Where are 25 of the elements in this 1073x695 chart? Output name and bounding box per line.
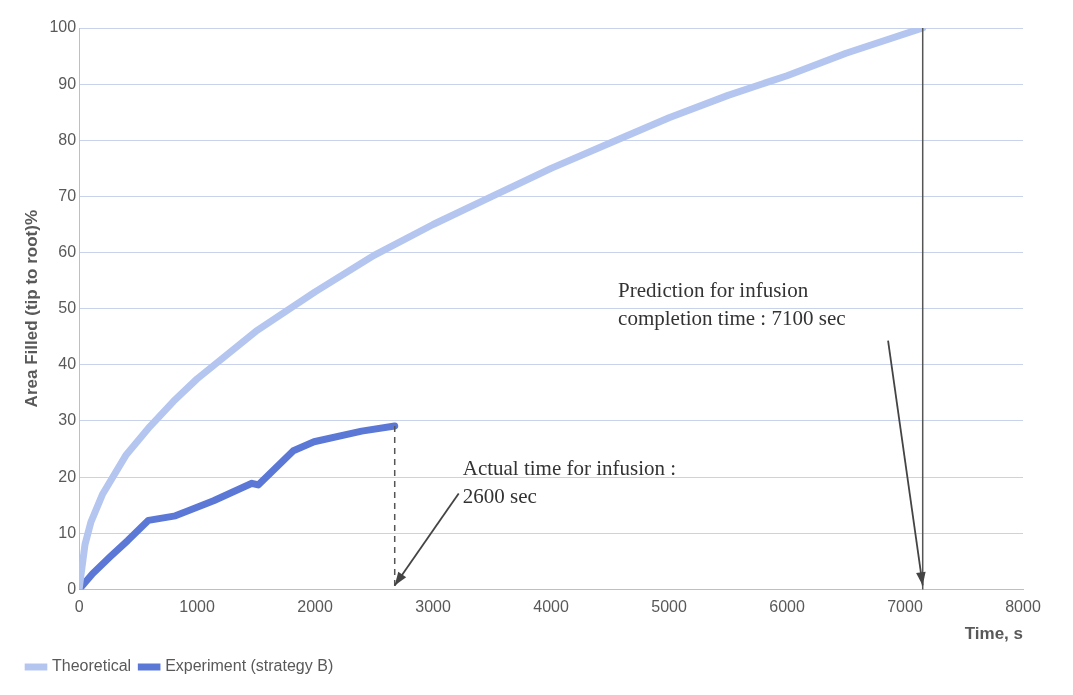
y-tick-label: 100 — [49, 18, 77, 36]
x-tick-label: 2000 — [297, 598, 333, 616]
legend-label: Experiment (strategy B) — [165, 657, 334, 675]
y-tick-label: 10 — [58, 523, 77, 541]
legend-label: Theoretical — [52, 657, 132, 675]
y-tick-label: 70 — [58, 186, 77, 204]
x-tick-label: 3000 — [415, 598, 451, 616]
x-tick-label: 8000 — [1005, 598, 1041, 616]
x-tick-label: 1000 — [179, 598, 215, 616]
y-tick-label: 40 — [58, 355, 77, 373]
y-tick-label: 20 — [58, 467, 77, 485]
y-tick-label: 90 — [58, 74, 77, 92]
y-tick-label: 60 — [58, 242, 77, 260]
y-tick-label: 50 — [58, 299, 77, 317]
annotation: Actual time for infusion : 2600 sec — [462, 456, 677, 509]
x-tick-label: 5000 — [651, 598, 687, 616]
annotation: Prediction for infusion completion time : 7100 sec — [618, 277, 846, 330]
x-tick-label: 4000 — [533, 598, 569, 616]
y-tick-label: 0 — [67, 579, 77, 597]
x-tick-label: 6000 — [769, 598, 805, 616]
y-tick-label: 30 — [58, 411, 77, 429]
y-axis-title: Area Filled (tip to root)% — [21, 210, 41, 408]
y-tick-label: 80 — [58, 130, 77, 148]
x-tick-label: 7000 — [887, 598, 923, 616]
x-axis-title: Time, s — [964, 624, 1023, 644]
